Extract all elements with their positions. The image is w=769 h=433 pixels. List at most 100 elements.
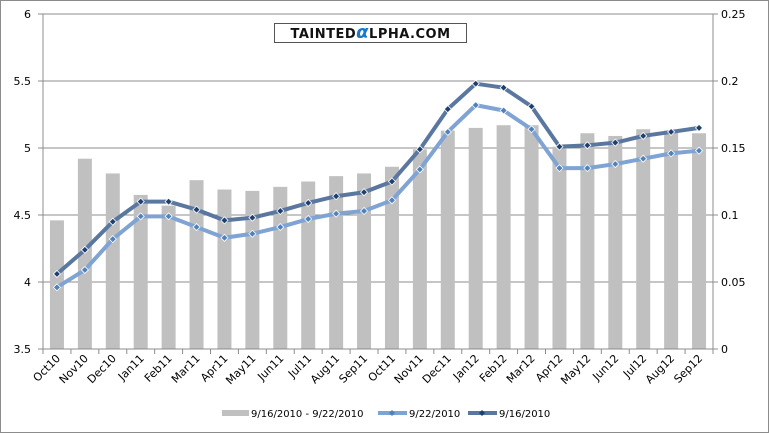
left-tick-label: 3.5	[14, 343, 32, 356]
bar	[636, 129, 651, 349]
data-point-marker	[527, 102, 536, 111]
data-point-marker	[499, 106, 508, 115]
legend-marker	[479, 410, 485, 416]
data-point-marker	[527, 125, 536, 134]
bar	[580, 133, 595, 349]
bar	[245, 190, 260, 349]
data-point-marker	[80, 245, 89, 254]
data-point-marker	[108, 235, 117, 244]
data-point-marker	[136, 212, 145, 221]
right-tick-label: 0.25	[721, 8, 746, 21]
data-point-marker	[471, 101, 480, 110]
bar	[664, 130, 679, 349]
x-tick-label: Sep11	[336, 352, 370, 386]
series-line	[55, 103, 700, 290]
data-point-marker	[639, 131, 648, 141]
data-point-marker	[359, 188, 369, 197]
right-tick-label: 0	[721, 343, 728, 356]
data-point-marker	[387, 177, 397, 186]
x-tick-label: Jan11	[115, 352, 147, 384]
data-point-marker	[359, 206, 369, 216]
data-point-marker	[248, 229, 257, 238]
data-point-marker	[415, 145, 424, 154]
data-point-marker	[80, 265, 89, 275]
right-tick-label: 0.15	[721, 142, 746, 155]
data-point-marker	[164, 212, 173, 221]
data-point-marker	[611, 160, 620, 169]
data-point-marker	[304, 198, 313, 208]
left-tick-label: 6	[24, 8, 31, 21]
x-tick-label: Jan12	[450, 352, 482, 384]
legend-label: 9/16/2010	[499, 409, 550, 420]
right-tick-label: 0.2	[721, 75, 739, 88]
data-point-marker	[220, 216, 229, 225]
data-point-marker	[332, 209, 341, 218]
legend-label: 9/22/2010	[409, 409, 460, 420]
data-point-marker	[555, 142, 564, 151]
data-point-marker	[52, 283, 62, 292]
data-point-marker	[276, 206, 285, 216]
data-point-marker	[192, 222, 201, 232]
data-point-marker	[164, 197, 173, 206]
data-point-marker	[639, 154, 648, 163]
bar	[496, 125, 511, 349]
data-point-marker	[304, 214, 313, 224]
bar	[133, 194, 148, 349]
bar	[412, 149, 427, 349]
data-point-marker	[276, 222, 285, 232]
bar	[357, 173, 372, 349]
data-point-marker	[443, 127, 452, 136]
data-point-marker	[192, 205, 201, 214]
x-tick-label: Dec11	[420, 352, 454, 386]
x-tick-label: Sep12	[671, 352, 705, 386]
data-point-marker	[583, 141, 592, 150]
data-point-marker	[332, 192, 341, 201]
series-line	[55, 81, 700, 276]
data-point-marker	[52, 269, 62, 279]
bar	[189, 180, 204, 349]
data-point-marker	[694, 146, 704, 155]
x-tick-label: Jun12	[589, 352, 621, 384]
data-point-marker	[471, 79, 480, 88]
legend-swatch	[222, 410, 249, 416]
x-tick-label: May11	[223, 352, 258, 387]
data-point-marker	[499, 83, 508, 92]
bar	[384, 166, 399, 349]
data-point-marker	[694, 123, 704, 132]
bar	[608, 135, 623, 349]
left-tick-label: 5	[24, 142, 31, 155]
bar	[552, 146, 567, 349]
bar	[161, 205, 176, 349]
bar	[105, 173, 120, 349]
x-tick-label: May12	[558, 352, 593, 387]
x-tick-label: Aug11	[308, 352, 342, 386]
x-tick-label: Mar12	[504, 352, 538, 386]
bar	[692, 133, 707, 349]
x-tick-label: Dec10	[85, 352, 119, 386]
data-point-marker	[220, 233, 229, 242]
bar	[217, 189, 232, 349]
data-point-marker	[667, 149, 676, 158]
x-tick-label: Aug12	[643, 352, 677, 386]
left-tick-label: 4	[24, 276, 31, 289]
left-tick-label: 4.5	[14, 209, 32, 222]
data-point-marker	[611, 138, 620, 147]
x-tick-label: Jun11	[254, 352, 286, 384]
left-tick-label: 5.5	[14, 75, 32, 88]
data-point-marker	[555, 164, 564, 173]
bar	[301, 181, 316, 349]
bar	[329, 176, 344, 349]
data-point-marker	[583, 164, 592, 173]
x-tick-label: Feb11	[142, 352, 175, 385]
watermark-logo: TAINTEDαLPHA.COM	[274, 23, 467, 43]
x-tick-label: Mar11	[169, 352, 203, 386]
data-point-marker	[387, 196, 397, 205]
data-point-marker	[667, 127, 676, 136]
x-tick-label: Nov11	[392, 352, 426, 386]
data-point-marker	[248, 213, 257, 222]
bar	[524, 125, 539, 349]
data-point-marker	[108, 217, 117, 226]
legend-marker	[389, 410, 395, 416]
data-point-marker	[136, 197, 145, 206]
